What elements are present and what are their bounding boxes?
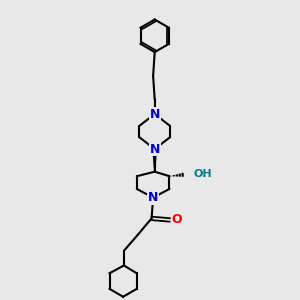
Text: N: N <box>149 107 160 121</box>
Text: O: O <box>171 213 182 226</box>
Text: OH: OH <box>194 169 212 179</box>
Text: N: N <box>149 142 160 156</box>
Text: N: N <box>149 107 160 121</box>
Polygon shape <box>153 149 156 172</box>
Text: N: N <box>148 191 158 204</box>
